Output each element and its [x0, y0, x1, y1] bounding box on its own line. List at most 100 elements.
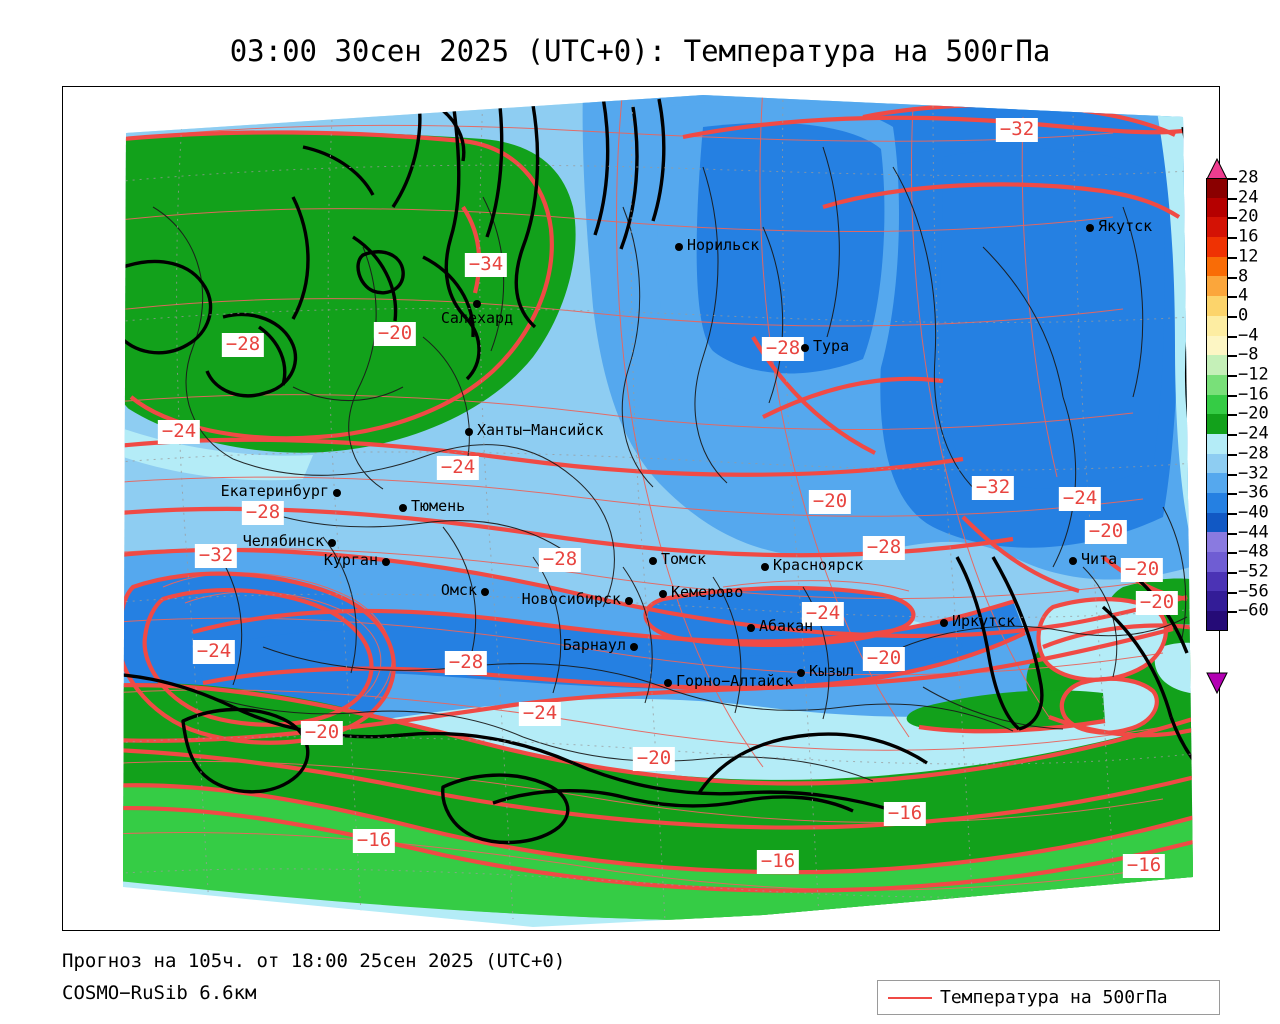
city-dot-icon: [328, 539, 336, 547]
city-label: Горно−Алтайск: [676, 672, 794, 690]
colorbar-segment--44: [1206, 532, 1228, 553]
city-label: Норильск: [687, 236, 760, 254]
city-label: Чита: [1081, 550, 1118, 568]
city-label: Кызыл: [809, 662, 855, 680]
city-dot-icon: [801, 344, 809, 352]
colorbar-segment-8: [1206, 276, 1228, 297]
colorbar-segment-0: [1206, 315, 1228, 336]
colorbar-segment-12: [1206, 256, 1228, 277]
colorbar-label-12: 12: [1238, 246, 1259, 267]
city-label: Омск: [440, 581, 477, 599]
colorbar-segment--52: [1206, 571, 1228, 592]
contour-label: −24: [1058, 487, 1102, 511]
colorbar-tick-16: [1228, 237, 1237, 240]
colorbar-tick-8: [1228, 276, 1237, 279]
colorbar-segment--4: [1206, 335, 1228, 356]
city-label: Тура: [813, 337, 850, 355]
city-dot-icon: [940, 619, 948, 627]
contour-label: −24: [157, 420, 201, 444]
contour-label: −20: [862, 647, 906, 671]
colorbar-segment--36: [1206, 493, 1228, 513]
legend-box: Температура на 500гПа: [877, 980, 1220, 1015]
colorbar-ticks: [1228, 158, 1240, 698]
colorbar-label--48: −48: [1238, 541, 1269, 562]
colorbar-label-4: 4: [1238, 285, 1249, 306]
city-label: Челябинск: [242, 532, 324, 550]
colorbar-segment--40: [1206, 512, 1228, 533]
colorbar-label-0: 0: [1238, 305, 1249, 326]
contour-label: −24: [192, 640, 236, 664]
contour-label: −24: [436, 456, 480, 480]
colorbar-label--28: −28: [1238, 443, 1269, 464]
colorbar-tick--12: [1228, 375, 1237, 377]
city-dot-icon: [649, 557, 657, 565]
city-label: Тюмень: [411, 497, 466, 515]
colorbar-segment--24: [1206, 433, 1228, 454]
colorbar-label--4: −4: [1238, 325, 1259, 346]
contour-label: −28: [221, 333, 265, 357]
colorbar-tick--36: [1228, 493, 1237, 496]
map-canvas: −34 −32 −28 −20 −28 −24 −24 −28 −32 −20 −32 −24 −20−…: [63, 87, 1219, 930]
colorbar-segment-4: [1206, 296, 1228, 316]
contour-label: −20: [808, 490, 852, 514]
colorbar-tick-0: [1228, 315, 1237, 318]
colorbar-tick--20: [1228, 414, 1237, 417]
city-dot-icon: [465, 428, 473, 436]
city-label: Кемерово: [671, 583, 744, 601]
city-dot-icon: [664, 679, 672, 687]
colorbar-tick--16: [1228, 394, 1237, 397]
colorbar-label--40: −40: [1238, 502, 1269, 523]
colorbar-label-8: 8: [1238, 266, 1249, 286]
colorbar-tick--48: [1228, 552, 1237, 555]
colorbar-label--12: −12: [1238, 364, 1269, 385]
forecast-info-line1: Прогноз на 105ч. от 18:00 25сен 2025 (UT…: [62, 950, 566, 972]
colorbar-tick--28: [1228, 453, 1237, 456]
city-label: Ханты−Мансийск: [477, 421, 604, 439]
contour-label: −20: [373, 322, 417, 346]
colorbar-label--56: −56: [1238, 581, 1269, 602]
colorbar-segment--56: [1206, 591, 1228, 612]
contour-label: −28: [862, 536, 906, 560]
city-dot-icon: [1069, 557, 1077, 565]
contour-label: −34: [464, 253, 508, 277]
legend-label: Температура на 500гПа: [940, 987, 1168, 1008]
colorbar-segment-24: [1206, 197, 1228, 218]
contour-label: −16: [756, 850, 800, 874]
contour-label: −16: [1122, 854, 1166, 878]
colorbar-segment--60: [1206, 611, 1228, 631]
contour-label: −20: [1135, 591, 1179, 615]
colorbar-tick--4: [1228, 335, 1237, 338]
colorbar-tick-4: [1228, 296, 1237, 299]
contour-label: −28: [444, 651, 488, 675]
colorbar-segment-16: [1206, 237, 1228, 257]
map-panel[interactable]: −34 −32 −28 −20 −28 −24 −24 −28 −32 −20 −32 −24 −20−…: [62, 86, 1220, 931]
colorbar-label--24: −24: [1238, 423, 1269, 444]
colorbar-tick-24: [1228, 197, 1237, 200]
colorbar: [1206, 178, 1228, 631]
colorbar-label-24: 24: [1238, 187, 1259, 208]
contour-label: −20: [1084, 520, 1128, 544]
colorbar-segment--28: [1206, 453, 1228, 474]
city-label: Якутск: [1098, 217, 1153, 235]
contour-label: −16: [352, 829, 396, 853]
contour-label: −28: [241, 501, 285, 525]
colorbar-segment--12: [1206, 374, 1228, 395]
contour-label: −24: [801, 602, 845, 626]
page-title: 03:00 30сен 2025 (UTC+0): Температура на…: [229, 34, 1051, 68]
colorbar-label--36: −36: [1238, 482, 1269, 503]
city-dot-icon: [659, 590, 667, 598]
colorbar-tick-28: [1228, 178, 1237, 180]
contour-label: −28: [761, 337, 805, 361]
model-info-line2: COSMO−RuSib 6.6км: [62, 982, 257, 1004]
colorbar-tick--40: [1228, 512, 1237, 515]
city-label: Екатеринбург: [220, 482, 329, 500]
colorbar-segment-28: [1206, 178, 1228, 198]
city-dot-icon: [630, 643, 638, 651]
contour-label: −32: [971, 476, 1015, 500]
city-label: Иркутск: [952, 612, 1016, 630]
city-dot-icon: [333, 489, 341, 497]
city-dot-icon: [625, 597, 633, 605]
colorbar-segment--16: [1206, 394, 1228, 415]
colorbar-segment--32: [1206, 473, 1228, 493]
contour-label: −32: [194, 544, 238, 568]
